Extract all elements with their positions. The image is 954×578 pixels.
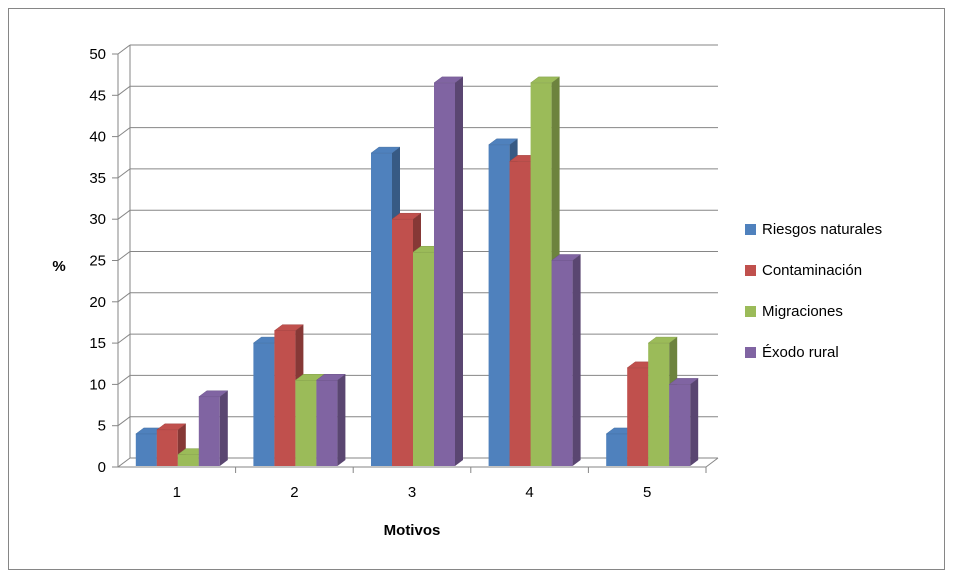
x-tick-label: 2: [290, 484, 298, 501]
bar-front: [488, 144, 510, 467]
gridline-side: [117, 127, 131, 137]
floor-right-edge: [705, 457, 719, 468]
bar-front: [371, 153, 392, 466]
legend-label: Riesgos naturales: [762, 221, 882, 238]
y-tick-label: 5: [98, 418, 106, 435]
bar-front: [198, 396, 220, 466]
y-tick-label: 25: [89, 253, 106, 270]
bar: [550, 254, 582, 466]
bar-front: [434, 82, 455, 466]
legend-label: Contaminación: [762, 262, 862, 279]
bar-front: [135, 433, 157, 466]
bar-front: [551, 260, 573, 466]
y-tick-label: 30: [89, 211, 106, 228]
x-tick-label: 1: [173, 484, 181, 501]
gridline-side: [117, 44, 131, 55]
bar-side: [690, 378, 699, 466]
gridline-side: [117, 457, 131, 468]
y-tick-label: 10: [89, 376, 106, 393]
gridline-side: [117, 333, 131, 344]
y-tick-label: 0: [98, 459, 106, 476]
bar-side: [219, 390, 228, 466]
gridline-side: [117, 209, 131, 220]
legend-label: Migraciones: [762, 303, 843, 320]
bars-layer: [135, 76, 699, 467]
x-tick-labels: 1 2 3 4 5: [173, 484, 652, 501]
bar-front: [274, 330, 296, 466]
bar-side: [337, 374, 346, 466]
y-tick-label: 20: [89, 294, 106, 311]
bar-front: [648, 343, 670, 466]
legend-swatch: [745, 265, 756, 276]
gridline-side: [117, 374, 131, 385]
bar-front: [392, 219, 413, 466]
y-tick-label: 35: [89, 170, 106, 187]
bar-side: [572, 254, 581, 466]
gridline-side: [117, 85, 131, 96]
y-tick-label: 15: [89, 335, 106, 352]
bar-front: [316, 380, 338, 466]
legend-swatch: [745, 347, 756, 358]
bar-top: [487, 138, 519, 146]
bar: [315, 374, 347, 466]
bar: [433, 76, 464, 466]
bar-side: [455, 76, 463, 466]
x-tick-label: 3: [408, 484, 416, 501]
x-tick-label: 5: [643, 484, 651, 501]
bar-front: [530, 82, 552, 466]
bar-front: [509, 161, 531, 466]
bar-front: [156, 429, 178, 466]
y-tick-labels: 0 5 10 15 20 25 30 35 40 45 50: [89, 46, 106, 476]
x-tick-label: 4: [525, 484, 533, 501]
legend-label: Éxodo rural: [762, 344, 839, 361]
bar: [668, 378, 699, 466]
y-axis-title: %: [52, 258, 65, 275]
gridline-side: [117, 292, 131, 303]
bar-front: [669, 384, 691, 466]
gridline-side: [117, 416, 131, 427]
bar-front: [627, 367, 649, 466]
legend: Riesgos naturales Contaminación Migracione…: [745, 221, 882, 361]
legend-swatch: [745, 224, 756, 235]
legend-swatch: [745, 306, 756, 317]
gridline-side: [117, 168, 131, 179]
bar-front: [606, 433, 628, 466]
gridline-side: [117, 251, 131, 261]
y-tick-label: 50: [89, 46, 106, 63]
bar-front: [295, 380, 317, 466]
bar-front: [413, 252, 434, 466]
bar: [198, 390, 229, 466]
y-tick-label: 45: [89, 87, 106, 104]
x-axis-title: Motivos: [384, 522, 441, 539]
y-tick-label: 40: [89, 129, 106, 146]
bar-front: [253, 343, 275, 466]
bar-front: [177, 454, 199, 466]
